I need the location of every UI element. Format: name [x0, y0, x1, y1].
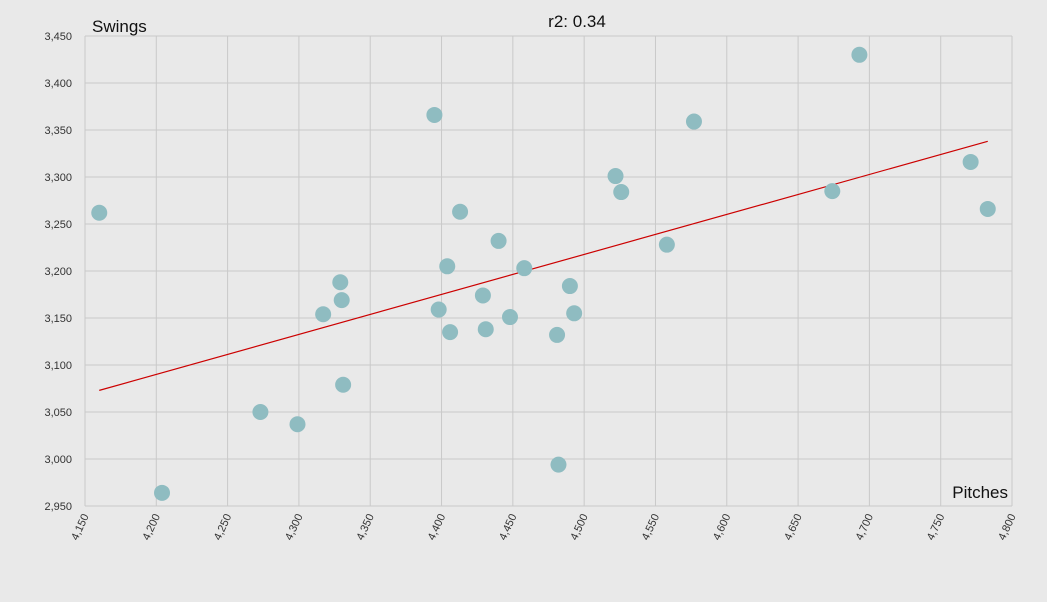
data-point — [335, 376, 352, 393]
data-point — [501, 309, 518, 326]
x-tick-label: 4,800 — [996, 512, 1019, 542]
x-tick-label: 4,400 — [426, 512, 449, 542]
data-point — [91, 204, 108, 221]
data-point — [252, 404, 269, 420]
data-point — [430, 301, 447, 318]
data-point — [154, 484, 171, 501]
x-axis-ticks: 4,150 4,200 4,250 4,300 4,350 4,400 4,450 4,500… — [69, 512, 1019, 542]
x-tick-label: 4,250 — [212, 512, 235, 542]
data-point — [452, 203, 469, 220]
x-tick-label: 4,500 — [568, 512, 591, 542]
trend-line — [99, 140, 988, 391]
y-tick-label: 2,950 — [44, 501, 72, 513]
data-point — [658, 236, 675, 253]
x-tick-label: 4,150 — [69, 512, 92, 542]
data-point — [289, 416, 306, 433]
x-tick-label: 4,300 — [283, 512, 306, 542]
data-point — [851, 46, 868, 63]
y-axis-title: Swings — [92, 17, 147, 36]
x-tick-label: 4,750 — [925, 512, 948, 542]
y-tick-label: 3,200 — [44, 266, 72, 278]
data-point — [685, 113, 702, 130]
data-point — [561, 278, 578, 295]
data-point — [550, 456, 567, 473]
chart-title: r2: 0.34 — [548, 12, 606, 31]
x-tick-label: 4,600 — [711, 512, 734, 542]
x-tick-label: 4,650 — [782, 512, 805, 542]
y-tick-label: 3,450 — [44, 31, 72, 43]
x-tick-label: 4,450 — [497, 512, 520, 542]
y-tick-label: 3,050 — [44, 407, 72, 419]
y-tick-label: 3,300 — [44, 172, 72, 184]
data-point — [979, 200, 996, 217]
x-tick-label: 4,550 — [640, 512, 663, 542]
data-point — [474, 287, 491, 304]
data-points — [91, 46, 996, 501]
data-point — [477, 321, 494, 338]
data-point — [516, 260, 533, 277]
data-point — [426, 106, 443, 123]
data-point — [442, 324, 459, 341]
y-tick-label: 3,400 — [44, 78, 72, 90]
grid — [84, 35, 1013, 507]
data-point — [962, 153, 979, 170]
y-tick-label: 3,100 — [44, 360, 72, 372]
data-point — [490, 232, 507, 249]
data-point — [333, 292, 350, 309]
x-tick-label: 4,350 — [354, 512, 377, 542]
y-axis-ticks: 2,950 3,000 3,050 3,100 3,150 3,200 3,250 3,300… — [44, 31, 72, 513]
data-point — [607, 168, 624, 185]
data-point — [824, 183, 841, 200]
y-tick-label: 3,150 — [44, 313, 72, 325]
x-axis-title: Pitches — [952, 483, 1008, 502]
x-tick-label: 4,700 — [854, 512, 877, 542]
data-point — [613, 184, 630, 201]
data-point — [549, 326, 566, 343]
y-tick-label: 3,350 — [44, 125, 72, 137]
x-tick-label: 4,200 — [141, 512, 164, 542]
data-point — [566, 305, 583, 322]
y-tick-label: 3,000 — [44, 454, 72, 466]
data-point — [315, 306, 332, 323]
y-tick-label: 3,250 — [44, 219, 72, 231]
data-point — [439, 258, 456, 275]
data-point — [332, 274, 349, 291]
